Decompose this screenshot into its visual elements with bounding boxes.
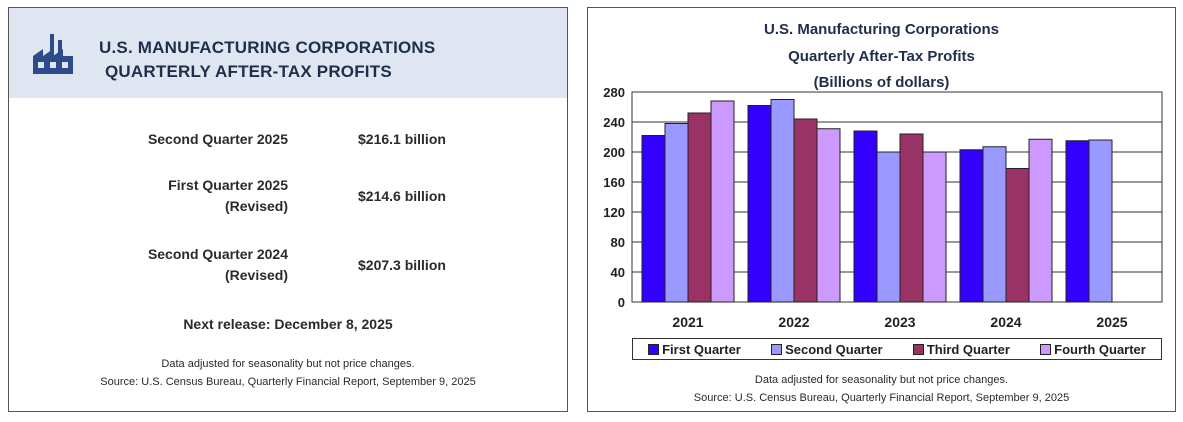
bar — [1028, 138, 1053, 303]
row-label: Second Quarter 2025 — [88, 129, 288, 150]
bar — [770, 99, 795, 303]
legend-swatch — [912, 343, 924, 355]
row-value: $207.3 billion — [358, 257, 446, 273]
bar-chart: 0 40 80 120 160 200 240 280 2021 2022 2023 2024 2025 — [603, 85, 1163, 330]
chart-title-line3: (Billions of dollars) — [813, 74, 950, 91]
legend-label: First Quarter — [662, 341, 741, 357]
row-label-line: First Quarter 2025 — [168, 177, 288, 193]
legend-label: Third Quarter — [926, 341, 1010, 357]
bar — [816, 128, 841, 303]
y-tick-label: 40 — [611, 265, 625, 280]
bar — [899, 133, 924, 303]
row-label-line: Second Quarter 2025 — [147, 131, 288, 147]
summary-title-line1: U.S. MANUFACTURING CORPORATIONS — [99, 38, 436, 57]
bar — [959, 149, 984, 303]
row-value: $214.6 billion — [358, 188, 446, 204]
y-tick-label: 120 — [603, 205, 625, 220]
legend-item: Fourth Quarter — [1040, 342, 1146, 357]
bar — [710, 100, 735, 303]
note-source: Source: U.S. Census Bureau, Quarterly Fi… — [100, 376, 476, 388]
legend-item: First Quarter — [648, 342, 741, 357]
legend-label: Second Quarter — [785, 341, 883, 357]
row-label-line: Second Quarter 2024 — [147, 246, 288, 262]
x-tick-label: 2025 — [1096, 314, 1127, 330]
chart-panel: U.S. Manufacturing Corporations Quarterl… — [587, 7, 1176, 412]
bar — [876, 151, 901, 303]
bar — [664, 123, 689, 303]
bar — [982, 146, 1007, 303]
bar — [1088, 139, 1113, 303]
summary-panel: U.S. MANUFACTURING CORPORATIONS QUARTERL… — [8, 7, 568, 412]
chart-title-line1: U.S. Manufacturing Corporations — [763, 21, 999, 38]
y-tick-label: 240 — [603, 115, 625, 130]
legend-swatch — [648, 343, 660, 355]
legend-swatch — [771, 343, 783, 355]
chart-legend: First Quarter Second Quarter Third Quarter… — [632, 338, 1162, 360]
x-tick-label: 2024 — [990, 314, 1021, 330]
row-label-line: (Revised) — [224, 198, 288, 214]
chart-note-source: Source: U.S. Census Bureau, Quarterly Fi… — [693, 392, 1070, 404]
bar — [793, 118, 818, 303]
y-tick-label: 0 — [618, 295, 625, 310]
note-adjustment: Data adjusted for seasonality but not pr… — [161, 358, 415, 370]
y-tick-label: 280 — [603, 85, 625, 100]
row-label: Second Quarter 2024 (Revised) — [88, 244, 288, 286]
summary-title-line2: QUARTERLY AFTER-TAX PROFITS — [105, 62, 392, 81]
legend-item: Third Quarter — [912, 341, 1010, 357]
x-tick-label: 2022 — [778, 314, 809, 330]
bar — [922, 151, 947, 303]
bar — [1005, 168, 1030, 303]
chart-title-line2: Quarterly After-Tax Profits — [788, 48, 975, 65]
x-tick-label: 2023 — [884, 314, 915, 330]
bar — [853, 130, 878, 303]
legend-item: Second Quarter — [771, 342, 883, 357]
bar — [687, 112, 712, 303]
bar — [1065, 140, 1090, 303]
row-label-line: (Revised) — [224, 267, 288, 283]
chart-note-adjustment: Data adjusted for seasonality but not pr… — [754, 374, 1009, 386]
legend-label: Fourth Quarter — [1054, 341, 1146, 357]
y-tick-label: 200 — [603, 145, 625, 160]
legend-swatch — [1040, 343, 1052, 355]
summary-title: U.S. MANUFACTURING CORPORATIONS QUARTERL… — [99, 36, 435, 84]
y-tick-label: 80 — [611, 235, 625, 250]
bar — [747, 105, 772, 303]
summary-header: U.S. MANUFACTURING CORPORATIONS QUARTERL… — [9, 8, 567, 98]
y-tick-label: 160 — [603, 175, 625, 190]
x-tick-label: 2021 — [672, 314, 703, 330]
next-release: Next release: December 8, 2025 — [183, 316, 393, 332]
factory-icon — [33, 34, 73, 74]
bar — [641, 135, 666, 303]
row-value: $216.1 billion — [358, 131, 446, 147]
row-label: First Quarter 2025 (Revised) — [88, 175, 288, 217]
